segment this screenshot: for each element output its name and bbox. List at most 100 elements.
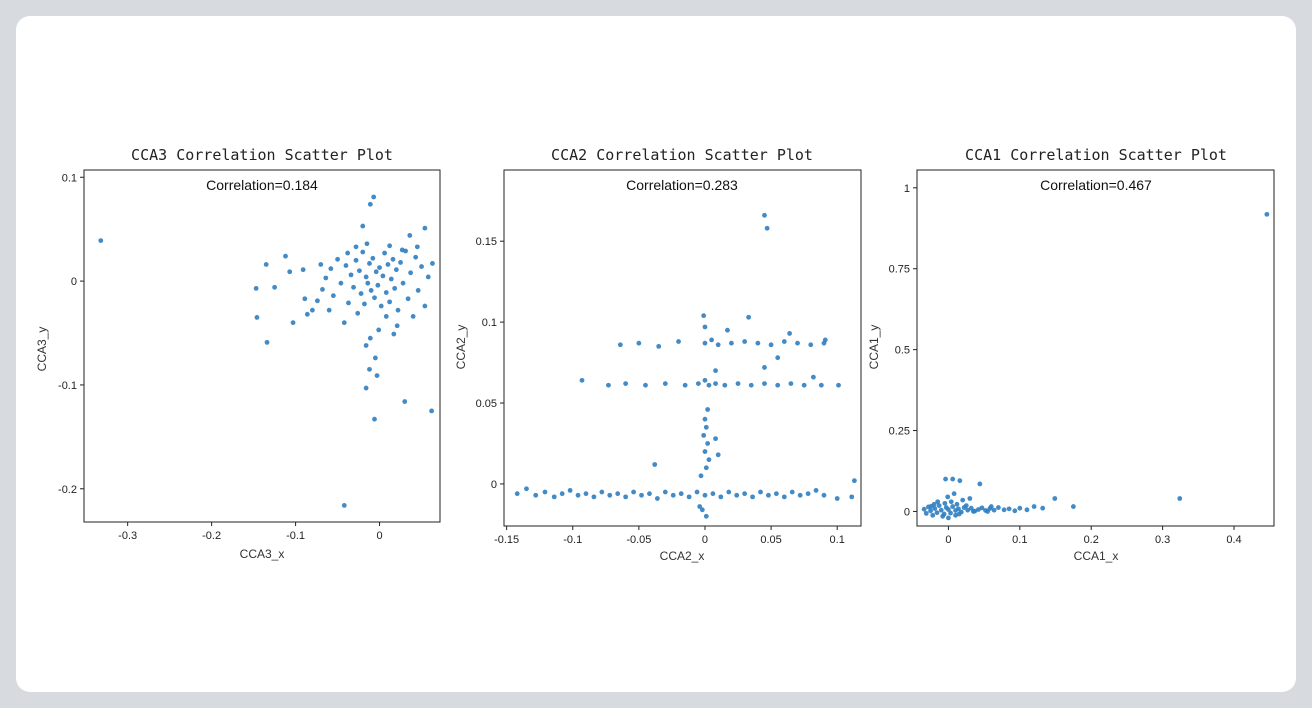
data-point <box>940 513 946 519</box>
data-point <box>341 320 347 326</box>
data-point <box>706 457 712 463</box>
data-point <box>725 327 730 333</box>
correlation-annotation: Correlation=0.283 <box>626 177 738 193</box>
data-point <box>290 320 296 326</box>
data-point <box>287 269 293 275</box>
y-tick-label: -0.2 <box>58 484 77 496</box>
plot-frame <box>916 169 1275 527</box>
plot-frame <box>83 169 441 523</box>
data-point <box>936 503 942 509</box>
chart-card: CCA3 Correlation Scatter Plot Correlatio… <box>16 16 1296 692</box>
data-point <box>963 503 969 509</box>
data-point <box>698 473 704 479</box>
data-point <box>956 511 962 517</box>
x-tick-label: 0.4 <box>1226 534 1241 546</box>
data-point <box>797 492 803 498</box>
x-axis-label: CCA1_x <box>1074 549 1119 563</box>
data-point <box>1001 507 1007 513</box>
data-point <box>735 381 741 386</box>
y-axis-label: CCA2_y <box>454 325 468 370</box>
data-point <box>400 280 406 286</box>
data-point <box>699 507 705 513</box>
x-tick-label: 0.1 <box>830 534 845 546</box>
data-point <box>253 285 259 291</box>
data-point <box>351 284 356 290</box>
chart-title: CCA3 Correlation Scatter Plot <box>131 146 393 164</box>
data-point <box>713 436 718 442</box>
correlation-annotation: Correlation=0.184 <box>206 177 318 193</box>
data-point <box>320 287 325 292</box>
data-point <box>419 264 424 269</box>
data-point <box>821 492 827 498</box>
y-tick-label: 0 <box>904 506 910 518</box>
data-point <box>1052 496 1058 501</box>
data-point <box>385 262 391 267</box>
data-point <box>766 492 771 498</box>
data-point <box>353 257 359 263</box>
data-point <box>652 462 658 467</box>
data-point <box>935 499 941 505</box>
data-point <box>415 288 421 293</box>
data-point <box>358 291 364 296</box>
data-point <box>697 504 703 509</box>
x-tick-label: 0.3 <box>1155 534 1170 546</box>
data-point <box>705 441 711 446</box>
data-point <box>264 339 270 345</box>
data-point <box>795 340 800 346</box>
data-point <box>702 340 708 346</box>
data-point <box>945 494 951 500</box>
data-point <box>813 488 819 493</box>
data-point <box>254 315 260 320</box>
data-point <box>390 256 396 262</box>
data-point <box>365 280 371 286</box>
data-point <box>694 489 700 495</box>
data-point <box>388 276 394 282</box>
data-point <box>932 506 938 511</box>
y-tick-label: 0 <box>491 479 497 491</box>
data-point <box>715 342 721 348</box>
data-point <box>407 233 413 238</box>
data-point <box>789 489 795 495</box>
data-point <box>326 307 332 313</box>
data-point <box>729 340 734 346</box>
data-point <box>408 270 414 276</box>
data-point <box>606 382 611 388</box>
correlation-annotation: Correlation=0.467 <box>1040 177 1152 193</box>
data-point <box>372 355 378 361</box>
data-point <box>98 238 104 244</box>
data-point <box>302 296 308 302</box>
data-point <box>834 496 840 501</box>
data-point <box>607 492 613 498</box>
data-point <box>1264 211 1270 217</box>
data-point <box>686 494 692 500</box>
data-point <box>413 254 419 260</box>
x-tick-label: 0 <box>945 534 951 546</box>
data-point <box>662 381 668 386</box>
chart-title: CCA1 Correlation Scatter Plot <box>965 146 1227 164</box>
data-point <box>367 201 373 207</box>
data-point <box>943 476 948 482</box>
data-point <box>706 382 712 388</box>
cca1-scatter-plot: CCA1 Correlation Scatter Plot Correlatio… <box>867 146 1275 563</box>
data-point <box>722 382 728 388</box>
data-point <box>713 368 718 374</box>
data-point <box>710 491 716 497</box>
data-point <box>678 491 684 497</box>
data-point <box>380 273 386 279</box>
y-tick-label: -0.1 <box>58 380 77 392</box>
data-point <box>957 478 963 484</box>
data-point <box>330 293 336 299</box>
data-point <box>1177 496 1183 501</box>
data-point <box>353 244 359 250</box>
data-point <box>367 335 373 341</box>
data-point <box>788 381 794 386</box>
data-point <box>781 339 787 344</box>
data-point <box>811 374 816 380</box>
chart-title: CCA2 Correlation Scatter Plot <box>551 146 813 164</box>
data-point <box>398 260 403 265</box>
data-point <box>363 343 369 348</box>
data-point <box>370 255 376 261</box>
data-point <box>387 243 393 249</box>
data-point <box>338 280 344 286</box>
data-point <box>654 496 660 501</box>
